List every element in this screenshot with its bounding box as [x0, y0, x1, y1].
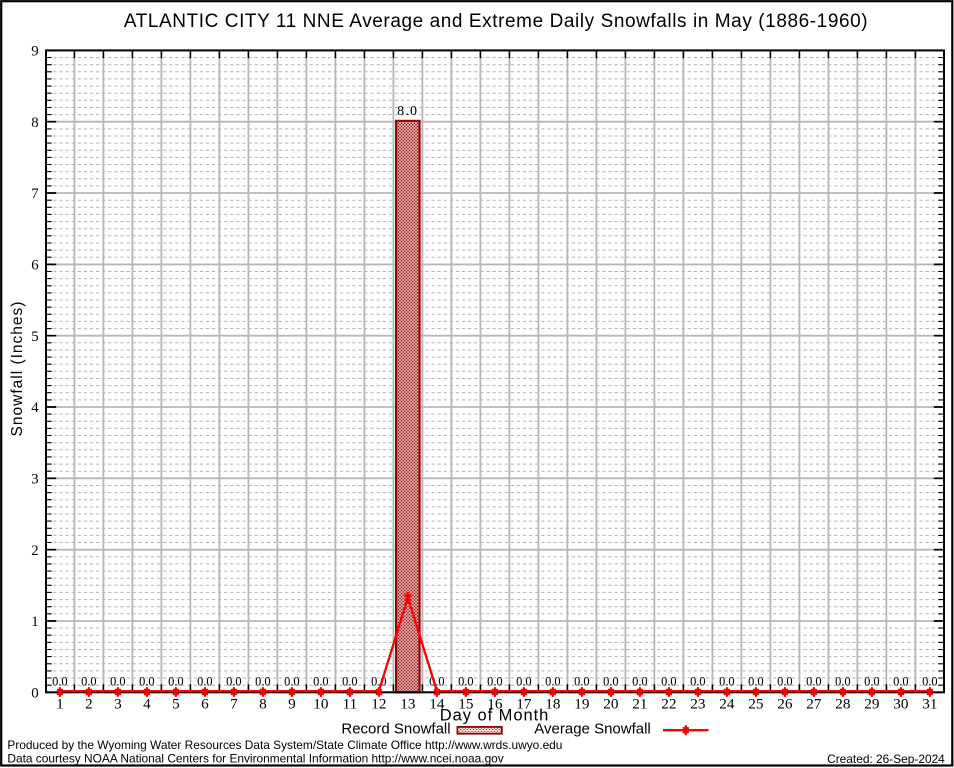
- svg-text:19: 19: [574, 695, 589, 712]
- svg-text:2: 2: [85, 695, 93, 712]
- svg-text:0.0: 0.0: [313, 674, 329, 688]
- svg-text:0.0: 0.0: [139, 674, 155, 688]
- svg-text:21: 21: [632, 695, 647, 712]
- svg-text:16: 16: [487, 695, 503, 712]
- svg-text:28: 28: [835, 695, 851, 712]
- svg-text:27: 27: [806, 695, 822, 712]
- svg-text:0.0: 0.0: [545, 674, 561, 688]
- svg-text:0.0: 0.0: [197, 674, 213, 688]
- svg-text:0.0: 0.0: [342, 674, 358, 688]
- svg-text:0.0: 0.0: [922, 674, 938, 688]
- svg-text:0.0: 0.0: [110, 674, 126, 688]
- svg-text:8: 8: [31, 115, 38, 131]
- svg-text:12: 12: [371, 695, 386, 712]
- svg-text:0.0: 0.0: [574, 674, 590, 688]
- svg-text:0.0: 0.0: [661, 674, 677, 688]
- svg-text:Data courtesy NOAA National Ce: Data courtesy NOAA National Centers for …: [7, 752, 503, 766]
- svg-text:7: 7: [230, 695, 238, 712]
- svg-text:Average Snowfall: Average Snowfall: [534, 721, 650, 738]
- svg-text:0.0: 0.0: [806, 674, 822, 688]
- svg-text:3: 3: [114, 695, 122, 712]
- svg-text:Day of Month: Day of Month: [440, 707, 550, 725]
- svg-text:4: 4: [31, 400, 39, 416]
- svg-text:0.0: 0.0: [168, 674, 184, 688]
- svg-text:14: 14: [429, 695, 445, 712]
- svg-text:0.0: 0.0: [81, 674, 97, 688]
- svg-text:10: 10: [313, 695, 329, 712]
- svg-text:15: 15: [458, 695, 473, 712]
- svg-text:0.0: 0.0: [835, 674, 851, 688]
- svg-text:0.0: 0.0: [516, 674, 532, 688]
- svg-text:26: 26: [777, 695, 793, 712]
- svg-text:0.0: 0.0: [487, 674, 503, 688]
- svg-text:4: 4: [143, 695, 151, 712]
- svg-text:31: 31: [922, 695, 937, 712]
- svg-text:Created: 26-Sep-2024: Created: 26-Sep-2024: [827, 752, 945, 766]
- svg-text:0.0: 0.0: [52, 674, 68, 688]
- svg-text:9: 9: [288, 695, 296, 712]
- svg-text:8: 8: [259, 695, 267, 712]
- svg-text:0.0: 0.0: [864, 674, 880, 688]
- svg-text:7: 7: [31, 186, 38, 202]
- svg-text:8.0: 8.0: [397, 104, 418, 119]
- svg-text:0.0: 0.0: [777, 674, 793, 688]
- svg-text:22: 22: [661, 695, 676, 712]
- svg-text:0.0: 0.0: [690, 674, 706, 688]
- svg-text:0.0: 0.0: [226, 674, 242, 688]
- svg-text:Produced by the Wyoming Water: Produced by the Wyoming Water Resources …: [7, 738, 562, 752]
- svg-text:0.0: 0.0: [458, 674, 474, 688]
- svg-text:9: 9: [31, 44, 38, 60]
- svg-text:1: 1: [31, 614, 38, 630]
- svg-text:6: 6: [201, 695, 209, 712]
- svg-text:ATLANTIC CITY 11 NNE Average a: ATLANTIC CITY 11 NNE Average and Extreme…: [124, 11, 868, 32]
- svg-text:0.0: 0.0: [603, 674, 619, 688]
- svg-text:0.0: 0.0: [255, 674, 271, 688]
- svg-text:13: 13: [400, 695, 415, 712]
- svg-text:23: 23: [690, 695, 705, 712]
- svg-text:0.0: 0.0: [632, 674, 648, 688]
- svg-text:0.0: 0.0: [719, 674, 735, 688]
- svg-text:29: 29: [864, 695, 879, 712]
- svg-text:30: 30: [893, 695, 909, 712]
- svg-text:2: 2: [31, 543, 38, 559]
- svg-text:Record Snowfall: Record Snowfall: [341, 721, 450, 738]
- svg-text:24: 24: [719, 695, 735, 712]
- svg-text:0.0: 0.0: [284, 674, 300, 688]
- svg-text:Snowfall (Inches): Snowfall (Inches): [9, 301, 26, 437]
- svg-text:5: 5: [31, 329, 38, 345]
- svg-text:6: 6: [31, 258, 38, 274]
- svg-text:0.0: 0.0: [748, 674, 764, 688]
- svg-text:25: 25: [748, 695, 763, 712]
- svg-text:11: 11: [343, 695, 358, 712]
- svg-text:0: 0: [31, 686, 38, 702]
- svg-text:3: 3: [31, 472, 38, 488]
- svg-text:5: 5: [172, 695, 180, 712]
- svg-text:20: 20: [603, 695, 619, 712]
- svg-text:0.0: 0.0: [893, 674, 909, 688]
- svg-text:17: 17: [516, 695, 532, 712]
- svg-text:18: 18: [545, 695, 561, 712]
- svg-text:1: 1: [56, 695, 64, 712]
